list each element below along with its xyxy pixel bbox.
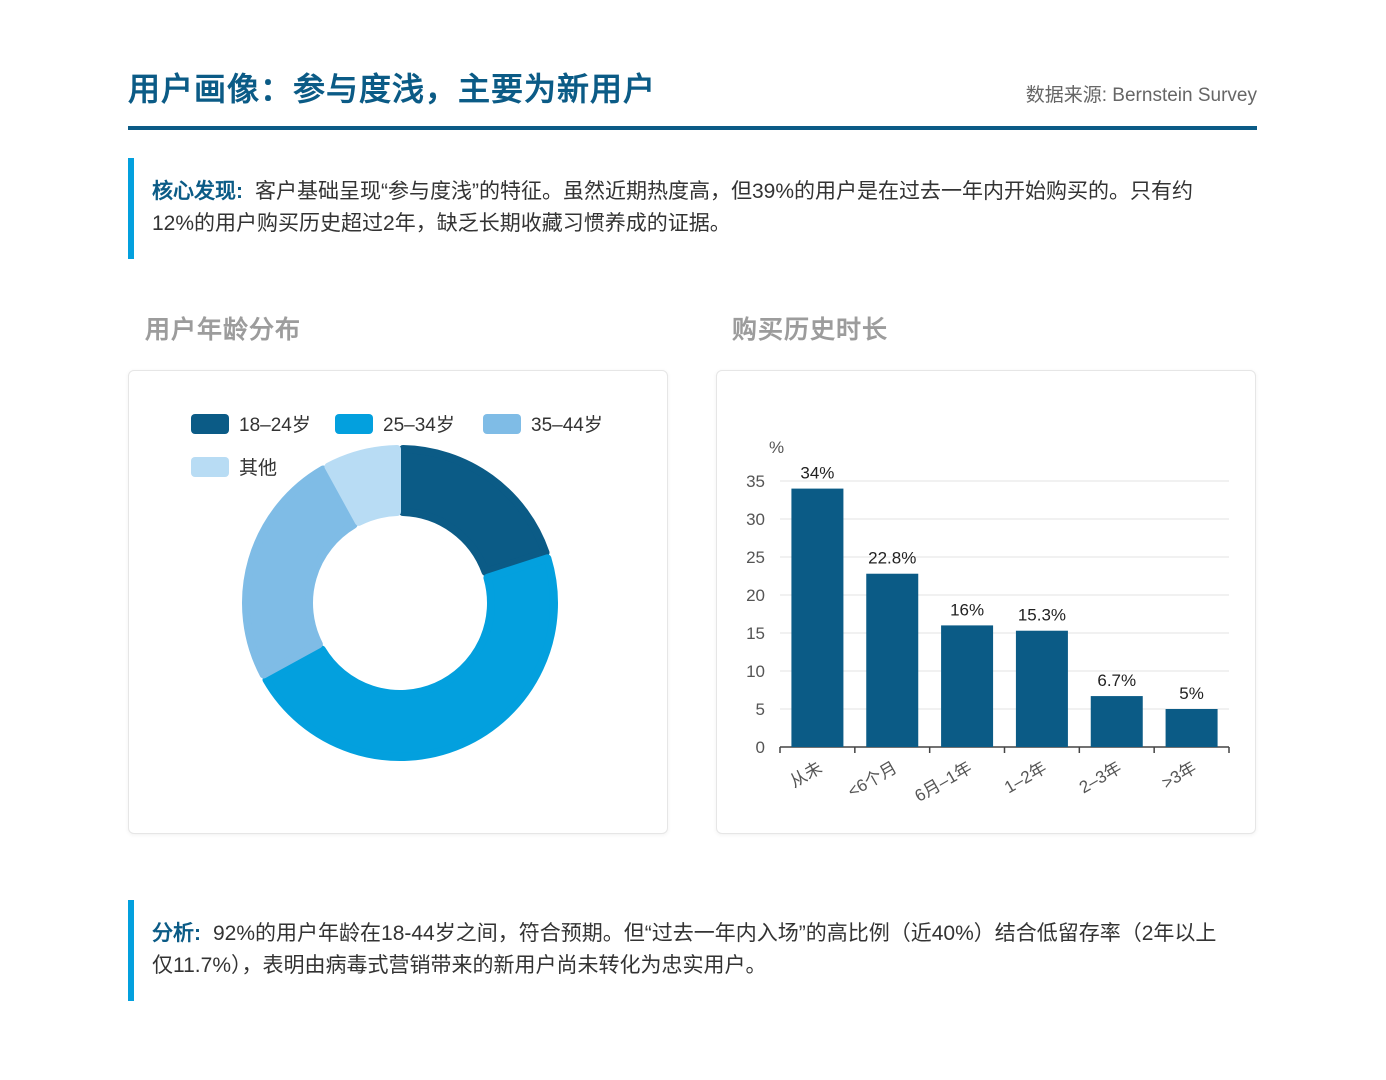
y-tick-label: 15 [746, 624, 765, 643]
legend-label: 35–44岁 [531, 414, 603, 436]
bar [791, 488, 844, 747]
donut-slice [242, 465, 358, 679]
donut-slice [262, 554, 558, 761]
analysis-callout: 分析: 92%的用户年龄在18-44岁之间，符合预期。但“过去一年内入场”的高比例… [128, 900, 1228, 1001]
legend-swatch [335, 414, 373, 434]
y-tick-label: 10 [746, 662, 765, 681]
age-chart-title: 用户年龄分布 [145, 316, 302, 344]
y-tick-label: 30 [746, 510, 765, 529]
bar [1015, 630, 1068, 747]
page-header: 用户画像：参与度浅，主要为新用户 数据来源: Bernstein Survey [128, 58, 1257, 130]
key-finding-label: 核心发现: [152, 180, 243, 203]
donut-slice [398, 445, 550, 577]
y-tick-label: 25 [746, 548, 765, 567]
analysis-body: 分析: 92%的用户年龄在18-44岁之间，符合预期。但“过去一年内入场”的高比例… [152, 918, 1228, 982]
y-tick-label: 5 [756, 700, 765, 719]
history-chart-title: 购买历史时长 [732, 316, 889, 344]
x-tick-label: 1–2年 [1001, 758, 1050, 797]
key-finding-text: 客户基础呈现“参与度浅”的特征。虽然近期热度高，但39%的用户是在过去一年内开始… [152, 180, 1194, 235]
x-tick-label: 6月–1年 [912, 758, 976, 806]
key-finding-callout: 核心发现: 客户基础呈现“参与度浅”的特征。虽然近期热度高，但39%的用户是在过去… [128, 158, 1228, 259]
bar-data-label: 15.3% [1018, 606, 1066, 625]
donut-slice [324, 445, 402, 526]
bar [1090, 696, 1143, 747]
bar-data-label: 22.8% [868, 549, 916, 568]
analysis-label: 分析: [152, 922, 201, 945]
legend-swatch [483, 414, 521, 434]
history-chart-panel: % 0 5 10 15 20 25 30 35 34% 从未 22.8% <6个月 16% 6月–1年 15.… [716, 370, 1256, 834]
legend-swatch [191, 414, 229, 434]
bar [941, 625, 994, 747]
analysis-text: 92%的用户年龄在18-44岁之间，符合预期。但“过去一年内入场”的高比例（近4… [152, 922, 1217, 977]
y-tick-label: 35 [746, 472, 765, 491]
legend-label: 25–34岁 [383, 414, 455, 436]
x-tick-label: 2–3年 [1076, 758, 1125, 797]
bar-data-label: 34% [800, 464, 834, 483]
page-title: 用户画像：参与度浅，主要为新用户 [128, 71, 657, 107]
x-tick-label: 从未 [786, 758, 825, 791]
history-bar-chart: % 0 5 10 15 20 25 30 35 34% 从未 22.8% <6个月 16% 6月–1年 15.… [746, 438, 1230, 806]
legend-label: 其他 [239, 457, 277, 479]
bar-data-label: 6.7% [1097, 671, 1136, 690]
age-chart-panel: 18–24岁 25–34岁 35–44岁其他 [128, 370, 668, 834]
bar-data-label: 16% [950, 600, 984, 619]
y-axis-unit: % [769, 438, 784, 457]
bar [866, 573, 919, 747]
bar-data-label: 5% [1179, 684, 1204, 703]
data-source: 数据来源: Bernstein Survey [1025, 85, 1257, 106]
legend-label: 18–24岁 [239, 414, 311, 436]
y-tick-label: 20 [746, 586, 765, 605]
x-tick-label: >3年 [1159, 758, 1200, 793]
legend-swatch [191, 457, 229, 477]
bar [1165, 709, 1218, 747]
key-finding-body: 核心发现: 客户基础呈现“参与度浅”的特征。虽然近期热度高，但39%的用户是在过去… [152, 176, 1228, 240]
x-tick-label: <6个月 [845, 758, 901, 801]
y-tick-label: 0 [756, 738, 765, 757]
